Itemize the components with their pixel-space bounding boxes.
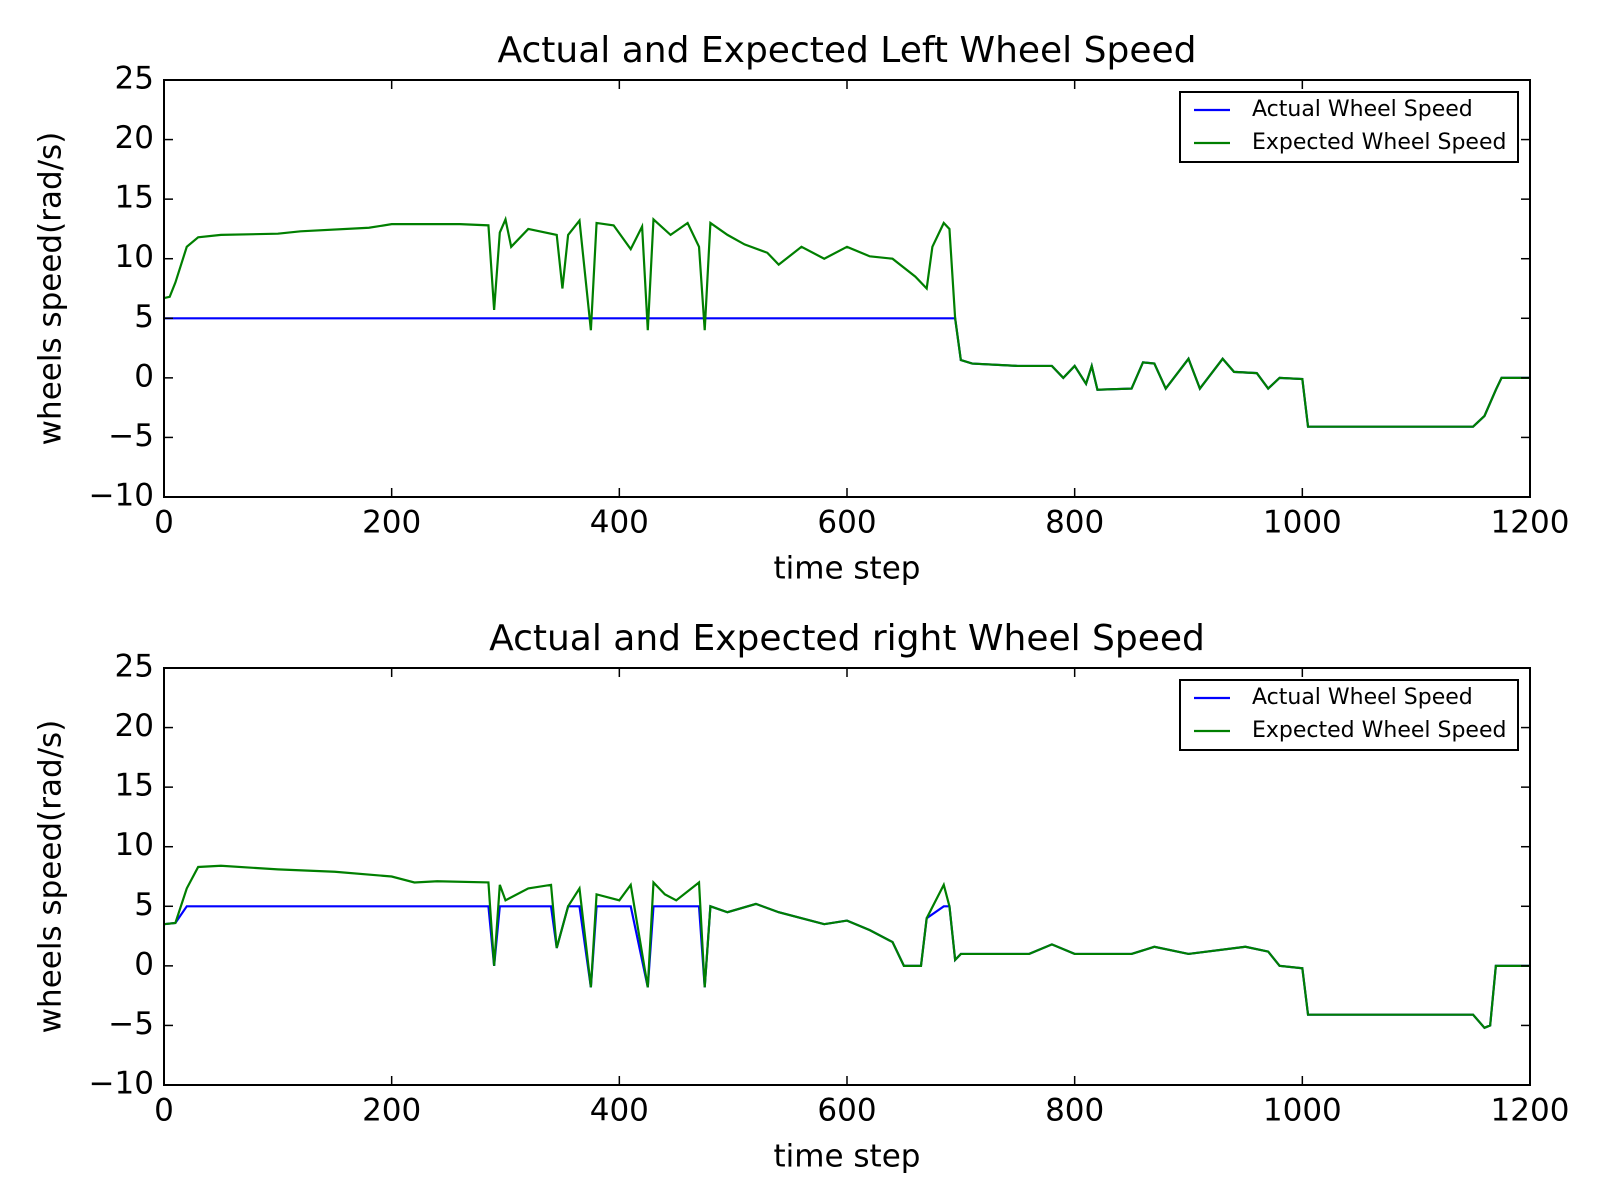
- x-tick-label: 1000: [1263, 1093, 1342, 1129]
- y-tick-label: 25: [115, 649, 154, 685]
- x-tick-label: 1000: [1263, 505, 1342, 541]
- x-tick-label: 200: [362, 505, 421, 541]
- y-tick-label: −5: [108, 1006, 154, 1042]
- y-tick-label: 10: [115, 827, 154, 863]
- chart-title: Actual and Expected right Wheel Speed: [489, 618, 1205, 659]
- legend-label: Expected Wheel Speed: [1252, 130, 1506, 155]
- y-tick-label: −5: [108, 418, 154, 454]
- y-tick-label: 20: [115, 120, 154, 156]
- data-line: [163, 902, 1530, 1030]
- y-axis-label: wheels speed(rad/s): [33, 132, 69, 446]
- y-tick-label: 15: [115, 768, 154, 804]
- legend-label: Actual Wheel Speed: [1252, 97, 1473, 122]
- x-tick-label: 1200: [1491, 1093, 1570, 1129]
- y-tick-label: 20: [115, 708, 154, 744]
- legend-box: [1179, 679, 1519, 751]
- x-tick-label: 600: [817, 1093, 876, 1129]
- y-tick-label: 0: [134, 358, 154, 394]
- legend-label: Actual Wheel Speed: [1252, 685, 1473, 710]
- x-axis-label: time step: [774, 1139, 921, 1175]
- legend-label: Expected Wheel Speed: [1252, 718, 1506, 743]
- chart-title: Actual and Expected Left Wheel Speed: [498, 30, 1197, 71]
- y-tick-label: 0: [134, 946, 154, 982]
- x-axis-label: time step: [774, 551, 921, 587]
- y-tick-label: 5: [134, 299, 154, 335]
- legend-box: [1179, 91, 1519, 163]
- x-tick-label: 200: [362, 1093, 421, 1129]
- y-tick-label: −10: [89, 1066, 154, 1102]
- y-tick-label: 15: [115, 180, 154, 216]
- y-tick-label: 25: [115, 61, 154, 97]
- y-tick-label: 10: [115, 239, 154, 275]
- x-tick-label: 600: [817, 505, 876, 541]
- y-tick-label: 5: [134, 887, 154, 923]
- x-tick-label: 0: [154, 505, 174, 541]
- y-tick-label: −10: [89, 478, 154, 514]
- data-line: [164, 317, 1530, 428]
- x-tick-label: 0: [154, 1093, 174, 1129]
- x-tick-label: 400: [590, 505, 649, 541]
- data-line: [163, 215, 1530, 428]
- x-tick-label: 800: [1045, 1093, 1104, 1129]
- data-line: [163, 864, 1530, 1030]
- x-tick-label: 400: [590, 1093, 649, 1129]
- x-tick-label: 800: [1045, 505, 1104, 541]
- y-axis-label: wheels speed(rad/s): [33, 720, 69, 1034]
- x-tick-label: 1200: [1491, 505, 1570, 541]
